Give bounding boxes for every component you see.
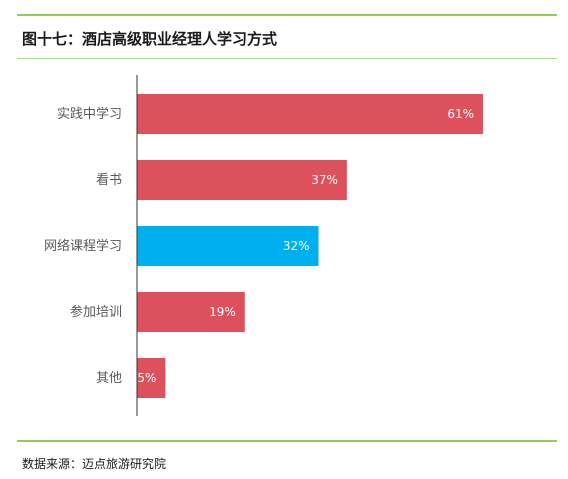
data-label-1: 61% — [447, 107, 474, 121]
bar-4 — [137, 292, 245, 332]
category-label-5: 其他 — [96, 371, 122, 386]
bars-layer: 61% 实践中学习 37% 看书 32% 网络课程学习 19% 参加培训 5% 其他 — [44, 94, 483, 398]
bottom-divider — [17, 440, 557, 442]
category-label-3: 网络课程学习 — [44, 238, 122, 254]
bar-3 — [137, 226, 319, 266]
top-divider — [17, 14, 557, 16]
chart-title: 图十七：酒店高级职业经理人学习方式 — [22, 30, 278, 48]
bar-2 — [137, 160, 347, 200]
data-label-5: 5% — [137, 371, 156, 385]
title-divider — [17, 58, 557, 59]
data-label-2: 37% — [311, 173, 338, 187]
category-label-1: 实践中学习 — [57, 106, 122, 122]
data-source: 数据来源：迈点旅游研究院 — [22, 457, 167, 471]
data-label-4: 19% — [209, 305, 236, 319]
bar-1 — [137, 94, 483, 134]
category-label-4: 参加培训 — [70, 304, 122, 320]
bar-5 — [137, 358, 166, 398]
category-label-2: 看书 — [96, 172, 122, 188]
data-label-3: 32% — [283, 239, 310, 253]
